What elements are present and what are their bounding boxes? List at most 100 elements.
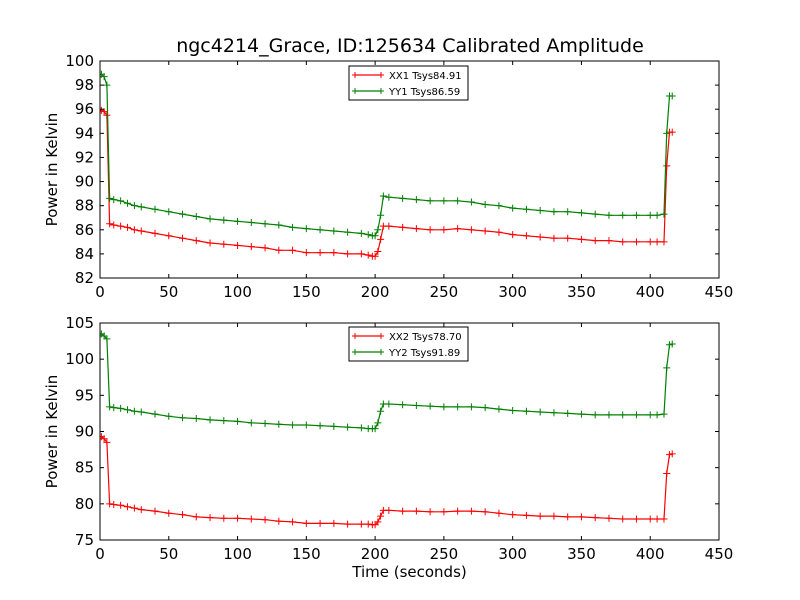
data-point <box>165 412 173 420</box>
data-point <box>564 513 572 521</box>
data-point <box>577 235 585 243</box>
data-point <box>374 226 382 234</box>
data-point <box>261 516 269 524</box>
data-point <box>165 232 173 240</box>
data-point <box>412 401 420 409</box>
data-point <box>165 509 173 517</box>
x-tick-label: 50 <box>159 545 178 563</box>
x-tick-label: 100 <box>223 283 252 301</box>
data-point <box>377 235 385 243</box>
data-point <box>316 519 324 527</box>
data-point <box>275 517 283 525</box>
data-point <box>179 414 187 422</box>
x-axis-label: Time (seconds) <box>351 563 467 581</box>
data-point <box>522 511 530 519</box>
data-point <box>206 416 214 424</box>
data-point <box>660 210 668 218</box>
data-point <box>234 417 242 425</box>
data-point <box>302 249 310 257</box>
data-point <box>399 223 407 231</box>
data-point <box>192 213 200 221</box>
data-point <box>247 515 255 523</box>
top-panel: 0 50 100 150 200 250 300 350 400 450 82 84 86 88 90 92 9… <box>43 52 733 301</box>
data-point <box>330 422 338 430</box>
data-point <box>412 507 420 515</box>
data-point <box>495 228 503 236</box>
data-point <box>399 401 407 409</box>
data-point <box>100 435 108 443</box>
y-tick-label: 84 <box>75 245 94 263</box>
data-point <box>481 508 489 516</box>
data-point <box>653 238 661 246</box>
data-point <box>577 209 585 217</box>
data-point <box>192 414 200 422</box>
legend-label: YY2 Tsys91.89 <box>388 348 460 359</box>
data-point <box>192 513 200 521</box>
data-point <box>330 249 338 257</box>
data-point <box>564 409 572 417</box>
series-1 <box>100 433 676 529</box>
data-point <box>289 518 297 526</box>
x-tick-label: 150 <box>292 545 321 563</box>
y-tick-label: 80 <box>75 495 94 513</box>
y-tick-label: 100 <box>65 52 94 70</box>
data-point <box>454 507 462 515</box>
data-point <box>605 211 613 219</box>
data-point <box>619 238 627 246</box>
data-point <box>536 233 544 241</box>
data-point <box>165 208 173 216</box>
data-point <box>371 252 379 260</box>
y-tick-label: 100 <box>65 350 94 368</box>
data-point <box>316 226 324 234</box>
data-point <box>117 501 125 509</box>
data-point <box>302 421 310 429</box>
data-point <box>100 73 108 81</box>
data-point <box>330 519 338 527</box>
data-point <box>124 199 132 207</box>
data-point <box>137 227 145 235</box>
x-tick-label: 250 <box>430 545 459 563</box>
legend-marker <box>352 88 384 94</box>
data-point <box>289 246 297 254</box>
data-point <box>668 92 676 100</box>
data-point <box>130 504 138 512</box>
data-point <box>577 410 585 418</box>
x-tick-label: 50 <box>159 283 178 301</box>
series-1 <box>100 106 676 260</box>
data-point <box>364 251 372 259</box>
data-point <box>653 411 661 419</box>
data-point <box>550 234 558 242</box>
legend-frame <box>348 65 469 101</box>
data-point <box>412 225 420 233</box>
data-point <box>481 404 489 412</box>
data-point <box>110 221 118 229</box>
x-tick-label: 250 <box>430 283 459 301</box>
data-point <box>357 250 365 258</box>
x-tick-label: 100 <box>223 545 252 563</box>
data-point <box>103 438 111 446</box>
data-point <box>151 229 159 237</box>
data-point <box>103 335 111 343</box>
data-point <box>110 404 118 412</box>
data-point <box>426 226 434 234</box>
data-point <box>653 211 661 219</box>
data-point <box>619 515 627 523</box>
x-tick-label: 350 <box>567 545 596 563</box>
data-point <box>106 403 114 411</box>
data-point <box>316 422 324 430</box>
data-point <box>440 226 448 234</box>
data-point <box>577 513 585 521</box>
data-point <box>103 111 111 119</box>
data-point <box>591 237 599 245</box>
data-point <box>646 515 654 523</box>
data-point <box>117 222 125 230</box>
data-point <box>509 407 517 415</box>
y-axis-label: Power in Kelvin <box>43 375 61 489</box>
data-point <box>110 196 118 204</box>
data-point <box>385 222 393 230</box>
data-point <box>220 216 228 224</box>
data-point <box>377 407 385 415</box>
data-point <box>357 424 365 432</box>
data-point <box>103 81 111 89</box>
data-point <box>220 514 228 522</box>
